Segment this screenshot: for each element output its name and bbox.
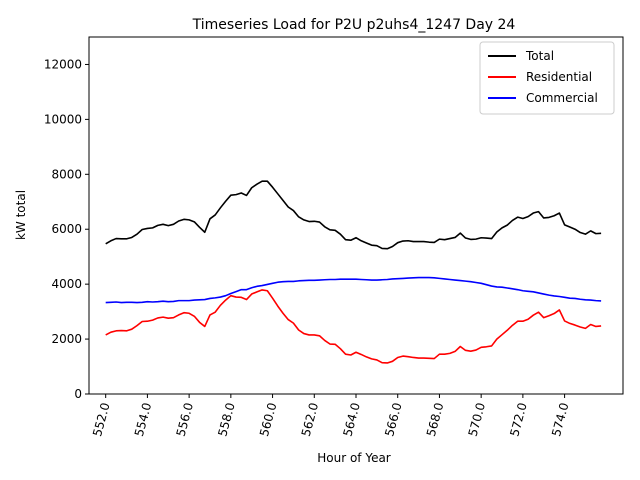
series-layer bbox=[105, 180, 602, 364]
series-line-commercial bbox=[105, 276, 602, 304]
y-tick-label: 2000 bbox=[51, 332, 82, 346]
y-tick-label: 8000 bbox=[51, 167, 82, 181]
y-tick-label: 10000 bbox=[44, 112, 82, 126]
legend-label-commercial: Commercial bbox=[526, 91, 598, 105]
x-axis: 552.0 554.0 556.0 558.0 560.0 562.0 564.0 566.0… bbox=[90, 394, 571, 438]
y-tick-label: 12000 bbox=[44, 57, 82, 71]
series-line-total bbox=[105, 180, 602, 250]
y-tick-label: 0 bbox=[74, 387, 82, 401]
y-tick-label: 4000 bbox=[51, 277, 82, 291]
legend-label-total: Total bbox=[525, 49, 554, 63]
plot-area: 0 2000 4000 6000 8000 10000 12000 552.0 554.0 55… bbox=[44, 36, 624, 438]
legend-label-residential: Residential bbox=[526, 70, 592, 84]
legend: Total Residential Commercial bbox=[479, 41, 615, 115]
chart-title: Timeseries Load for P2U p2uhs4_1247 Day … bbox=[192, 17, 516, 33]
y-axis-label: kW total bbox=[14, 190, 28, 240]
legend-box bbox=[479, 41, 615, 115]
y-axis: 0 2000 4000 6000 8000 10000 12000 bbox=[44, 57, 89, 401]
x-axis-label: Hour of Year bbox=[317, 451, 391, 465]
y-tick-label: 6000 bbox=[51, 222, 82, 236]
series-line-residential bbox=[105, 289, 602, 364]
